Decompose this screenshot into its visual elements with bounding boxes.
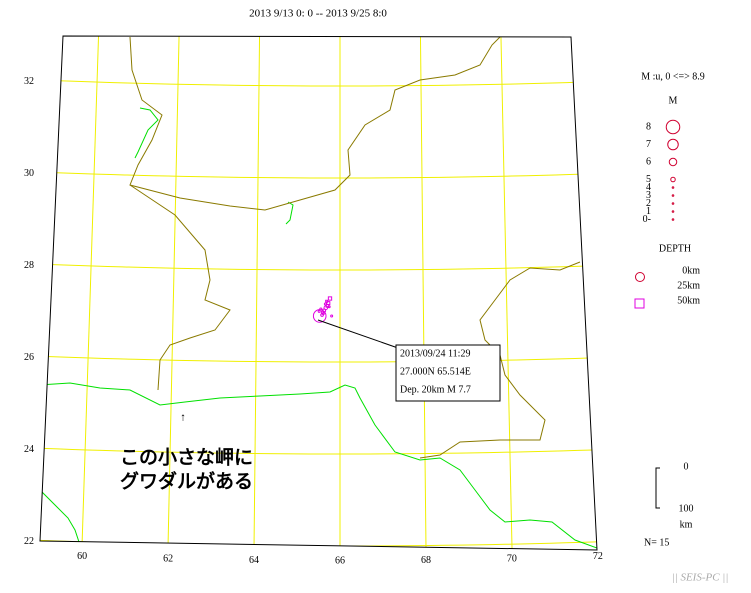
lat-label: 28 [24, 260, 34, 271]
legend-range: M :u, 0 <=> 8.9 [641, 71, 705, 82]
depth-scale-label: 100 [679, 503, 694, 514]
coastline [40, 382, 597, 549]
callout-leader [317, 319, 399, 349]
footer: || SEIS-PC || [672, 572, 729, 584]
grid-line [166, 36, 181, 550]
legend-depth-label: 25km [677, 280, 700, 291]
lat-label: 30 [24, 168, 34, 179]
depth-scale-label: 0 [684, 461, 689, 472]
lon-label: 60 [77, 551, 87, 562]
event-marker [319, 307, 323, 311]
lat-label: 22 [24, 536, 34, 547]
legend-mag-label: 6 [646, 156, 651, 167]
map-frame [39, 35, 598, 551]
grid-line [499, 36, 514, 550]
annotation-arrow: ↑ [180, 412, 186, 424]
title: 2013 9/13 0: 0 -- 2013 9/25 8:0 [249, 8, 387, 20]
grid-line [253, 36, 261, 550]
legend-mag-symbol [670, 176, 676, 183]
lat-label: 32 [24, 76, 34, 87]
graticule [40, 36, 597, 550]
legend-mag-label: 5 [646, 174, 651, 185]
island [134, 107, 159, 159]
legend-mag-label: 8 [646, 121, 651, 132]
legend-mag-label: 7 [646, 139, 651, 150]
legend-mag-symbol [668, 157, 678, 167]
legend-mag-label: 1 [646, 206, 651, 217]
event-marker [322, 308, 327, 313]
border [129, 36, 501, 211]
lon-label: 66 [335, 555, 345, 566]
map-area [40, 36, 597, 550]
legend-mag-symbol [671, 202, 675, 205]
lon-label: 62 [163, 553, 173, 564]
legend-depth-label: 0km [682, 265, 700, 276]
legend-mag-symbol [665, 119, 681, 135]
legend-mag-label: 4 [646, 182, 651, 193]
border [129, 184, 231, 391]
axis-labels: 22 24 26 28 30 32 60 62 64 66 68 70 72 [24, 76, 603, 566]
legend-depth-title: DEPTH [659, 243, 691, 254]
event-marker [330, 314, 334, 318]
legend-m-title: M [669, 95, 678, 106]
coastline [40, 489, 81, 546]
lon-label: 72 [593, 551, 603, 562]
grid-line [579, 36, 597, 550]
callout-box [395, 344, 501, 402]
legend-mag-label: 0- [643, 214, 651, 225]
event-marker [325, 299, 329, 303]
grid-line [80, 36, 101, 550]
lon-label: 64 [249, 555, 259, 566]
callout-line: 2013/09/24 11:29 [400, 348, 470, 359]
depth-scale-bar [655, 467, 660, 509]
legend-mag-label: 2 [646, 198, 651, 209]
annotation-text: この小さな岬に [120, 447, 253, 469]
grid-line [419, 36, 427, 550]
lat-label: 26 [24, 352, 34, 363]
lon-label: 70 [507, 553, 517, 564]
legend-mag-symbol [671, 186, 675, 189]
event-marker [320, 313, 324, 317]
legend-mag-symbol [671, 210, 675, 213]
lon-label: 68 [421, 555, 431, 566]
legend-mag-symbol [671, 194, 675, 197]
lake [285, 201, 294, 225]
lat-label: 24 [24, 444, 34, 455]
annotation-text: グワダルがある [120, 470, 253, 493]
depth-scale-unit: km [680, 519, 693, 530]
border [419, 261, 581, 459]
callout-line: 27.000N 65.514E [400, 366, 471, 377]
legend-mag-symbol [667, 138, 679, 151]
legend-depth-symbol [635, 272, 645, 282]
legend-depth-label: 50km [677, 295, 700, 306]
events [312, 296, 334, 323]
event-marker [317, 309, 321, 313]
event-marker [327, 305, 331, 309]
callout-line: Dep. 20km M 7.7 [400, 384, 471, 395]
legend-mag-symbol [671, 218, 675, 221]
event-marker [327, 296, 333, 301]
legend-mag-label: 3 [646, 190, 651, 201]
event-marker [323, 302, 327, 306]
event-count: N= 15 [644, 537, 669, 548]
legend-depth-symbol [634, 298, 645, 309]
